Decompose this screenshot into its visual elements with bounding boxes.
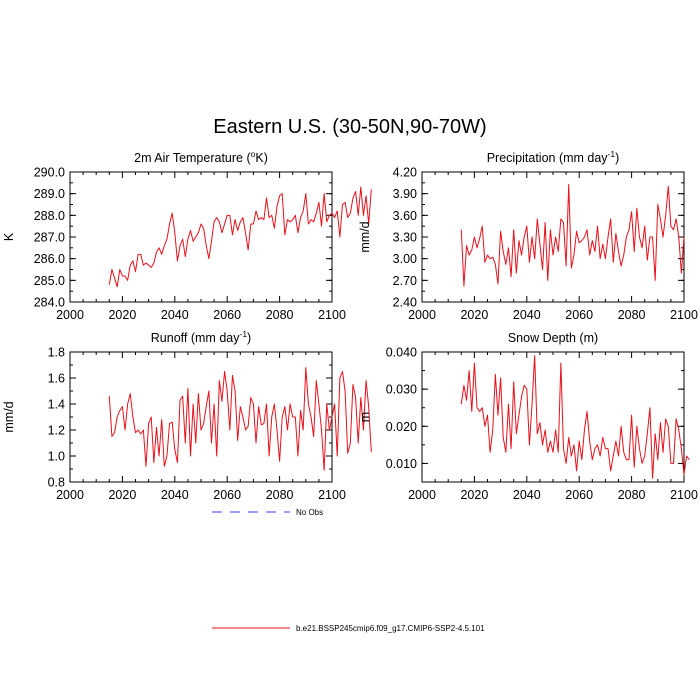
x-tick-label: 2100 [670,488,698,502]
panel-title: Precipitation (mm day-1) [487,149,620,165]
y-tick-label: 1.0 [48,450,65,464]
legend-obs-label: No Obs [296,508,323,517]
y-tick-label: 3.60 [393,209,417,223]
y-tick-label: 288.0 [34,209,65,223]
x-tick-label: 2020 [460,308,488,322]
y-tick-label: 289.0 [34,187,65,201]
y-tick-label: 0.020 [386,420,417,434]
x-tick-label: 2080 [618,488,646,502]
x-tick-label: 2040 [513,488,541,502]
y-tick-label: 0.010 [386,457,417,471]
x-tick-label: 2080 [266,308,294,322]
y-tick-label: 4.20 [393,166,417,180]
x-tick-label: 2000 [56,488,84,502]
y-tick-label: 3.30 [393,231,417,245]
x-tick-label: 2060 [565,308,593,322]
x-tick-label: 2060 [213,488,241,502]
panel-title-text: Snow Depth (m) [508,331,598,345]
panel-title-text: 2m Air Temperature ( [134,151,251,165]
y-axis-label: K [2,232,16,241]
panels: 2m Air Temperature (oK)2000 2020 2040 2060 2… [2,149,698,502]
x-tick-label: 2080 [618,308,646,322]
y-tick-label: 3.90 [393,187,417,201]
panel-title-text: Runoff (mm day [151,331,240,345]
panel-title: Runoff (mm day-1) [151,329,251,345]
legend-model-label: b.e21.BSSP245cmip6.f09_g17.CMIP6-SSP2-4.… [296,624,485,633]
panel-title-text-end: K) [255,151,268,165]
y-tick-label: 284.0 [34,296,65,310]
legend: No Obs b.e21.BSSP245cmip6.f09_g17.CMIP6-… [212,508,485,633]
y-axis-label: mm/d [358,221,372,252]
x-tick-label: 2020 [108,488,136,502]
panel-temperature: 2m Air Temperature (oK) 2000 2020 2040 2060 2… [2,149,372,322]
y-tick-label: 2.70 [393,274,417,288]
x-tick-label: 2000 [56,308,84,322]
x-tick-label: 2020 [460,488,488,502]
x-tick-label: 2060 [213,308,241,322]
panel-title-superscript: -1 [608,149,616,159]
x-tick-label: 2100 [670,308,698,322]
panel-runoff: Runoff (mm day-1) 2000 2020 2040 2060 2080 210… [2,329,372,502]
panel-snow-depth: Snow Depth (m) 2000 2020 2040 2060 2080 2100 0.… [358,331,698,502]
panel-title-text: Precipitation (mm day [487,151,609,165]
panel-precipitation: Precipitation (mm day-1) 2000 2020 2040 2060… [358,149,698,322]
x-tick-label: 2080 [266,488,294,502]
x-tick-label: 2040 [161,308,189,322]
panel-title-text-end: ) [615,151,619,165]
plot-frame [421,351,685,483]
x-tick-label: 2040 [161,488,189,502]
x-tick-label: 2100 [318,308,346,322]
y-tick-label: 3.00 [393,252,417,266]
y-tick-label: 1.6 [48,372,65,386]
y-tick-label: 0.030 [386,383,417,397]
y-tick-label: 285.0 [34,274,65,288]
panel-title-superscript: o [251,149,256,159]
y-tick-label: 1.4 [48,398,65,412]
series-line [460,355,690,479]
panel-title: 2m Air Temperature (oK) [134,149,268,165]
y-tick-label: 1.2 [48,424,65,438]
series-line [108,367,372,471]
x-tick-label: 2040 [513,308,541,322]
figure-title: Eastern U.S. (30-50N,90-70W) [213,116,487,138]
panel-title-superscript: -1 [239,329,247,339]
y-tick-label: 1.8 [48,346,65,360]
y-tick-label: 2.40 [393,296,417,310]
y-tick-label: 290.0 [34,166,65,180]
y-tick-label: 0.040 [386,346,417,360]
panel-title: Snow Depth (m) [508,331,598,345]
y-axis-label: mm/d [2,401,16,432]
y-tick-label: 0.8 [48,476,65,490]
panel-title-text-end: ) [247,331,251,345]
y-tick-label: 286.0 [34,252,65,266]
x-tick-label: 2100 [318,488,346,502]
series-line [108,186,372,288]
y-axis-label: m [358,412,372,422]
series-line [460,183,685,287]
x-tick-label: 2060 [565,488,593,502]
y-tick-label: 287.0 [34,231,65,245]
x-tick-label: 2000 [408,308,436,322]
x-tick-label: 2020 [108,308,136,322]
x-tick-label: 2000 [408,488,436,502]
